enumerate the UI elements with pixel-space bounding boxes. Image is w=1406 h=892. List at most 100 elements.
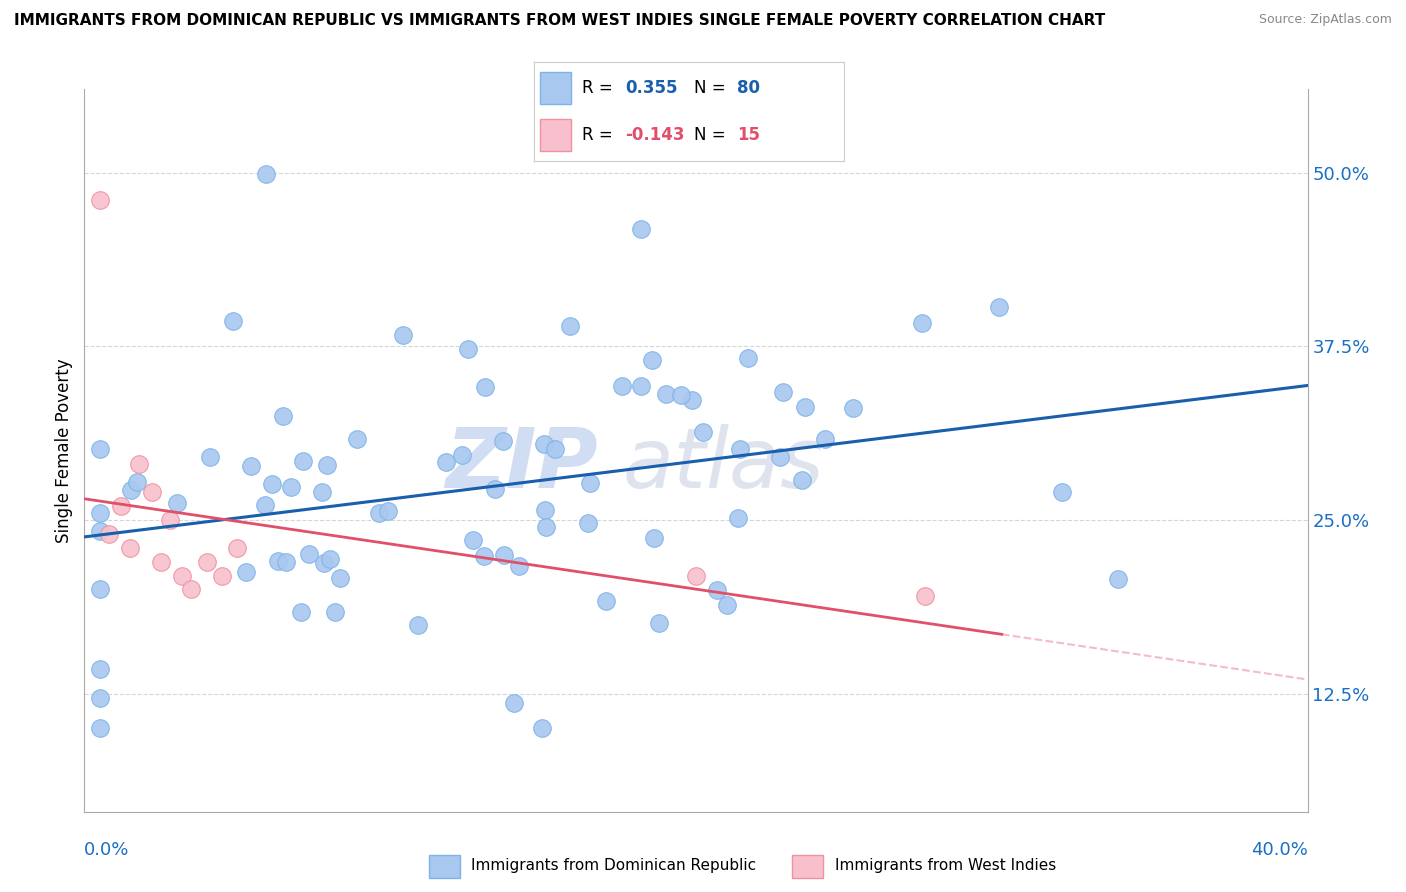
Text: ZIP: ZIP [446,425,598,506]
Point [89,506,111,520]
Point [89,661,111,675]
Point [166,496,188,510]
Point [128,458,150,472]
Point [222,314,245,328]
Text: N =: N = [693,79,731,97]
Text: 0.355: 0.355 [626,79,678,97]
Text: 80: 80 [737,79,759,97]
Point [89,524,111,538]
Point [503,696,526,710]
Point [794,400,817,414]
Point [149,555,172,569]
Point [792,473,814,487]
Text: atlas: atlas [623,425,824,506]
Point [172,568,194,582]
Text: 15: 15 [737,126,759,144]
Point [291,454,314,468]
Point [346,432,368,446]
Point [253,498,276,512]
Point [180,582,202,597]
Text: 40.0%: 40.0% [1251,840,1308,859]
Point [706,582,728,597]
Point [560,318,582,333]
Point [681,392,703,407]
Point [89,194,111,208]
Point [271,409,294,424]
Point [110,499,132,513]
Point [737,351,759,365]
Point [97,526,120,541]
Point [579,476,602,491]
Y-axis label: Single Female Poverty: Single Female Poverty [55,359,73,542]
Point [211,568,233,582]
Point [654,387,676,401]
Point [120,541,142,555]
Point [492,434,515,448]
Point [262,477,284,491]
Point [457,342,479,356]
Point [298,547,321,561]
Point [531,722,554,736]
Text: Immigrants from Dominican Republic: Immigrants from Dominican Republic [471,858,756,872]
Point [127,475,149,490]
Text: R =: R = [582,79,619,97]
Point [685,568,707,582]
Point [226,541,249,555]
Point [274,555,297,569]
Point [392,327,415,342]
Bar [540,120,571,151]
Point [254,167,277,181]
Point [451,449,474,463]
Point [89,442,111,456]
Point [141,485,163,500]
Point [319,551,342,566]
Point [377,504,399,518]
Point [89,691,111,706]
Bar [793,855,824,878]
Point [769,450,792,464]
Point [612,379,634,393]
Point [312,557,335,571]
Point [89,582,111,597]
Point [1052,484,1074,499]
Point [239,458,262,473]
Bar [540,72,571,103]
Point [728,442,751,456]
Point [198,450,221,464]
Point [494,548,516,562]
Point [406,618,429,632]
Point [235,565,257,579]
Point [367,506,389,520]
Point [508,559,530,574]
Point [727,511,749,525]
Point [716,598,738,612]
Point [643,531,665,545]
Point [474,380,496,394]
Point [534,503,557,517]
Point [290,605,312,619]
Point [195,555,218,569]
Point [914,590,936,604]
Bar [429,855,460,878]
Point [311,485,333,500]
Point [842,401,865,416]
Point [325,605,347,619]
Point [329,571,352,585]
Point [772,385,794,400]
Point [316,458,339,472]
Point [911,317,934,331]
Point [595,593,617,607]
Text: IMMIGRANTS FROM DOMINICAN REPUBLIC VS IMMIGRANTS FROM WEST INDIES SINGLE FEMALE : IMMIGRANTS FROM DOMINICAN REPUBLIC VS IM… [14,13,1105,29]
Point [630,379,652,393]
Point [159,513,181,527]
Text: R =: R = [582,126,619,144]
Point [544,442,567,456]
Point [534,519,557,533]
Text: Source: ZipAtlas.com: Source: ZipAtlas.com [1258,13,1392,27]
Text: Immigrants from West Indies: Immigrants from West Indies [835,858,1056,872]
Point [648,615,671,630]
Text: -0.143: -0.143 [626,126,685,144]
Point [280,480,302,494]
Point [1107,572,1129,586]
Text: 0.0%: 0.0% [84,840,129,859]
